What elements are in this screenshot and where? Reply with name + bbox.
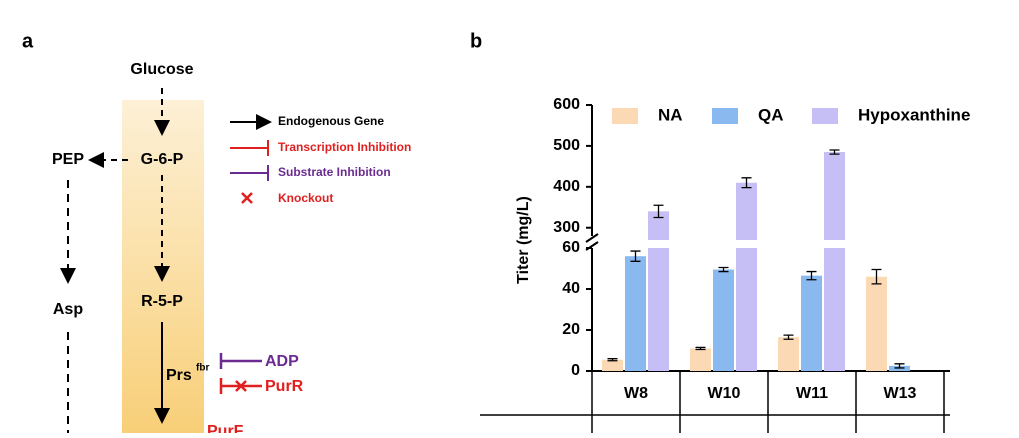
- bar: [648, 248, 669, 371]
- node: G-6-P: [141, 151, 184, 168]
- legend-swatch: [612, 108, 638, 124]
- regulator: PurR: [265, 378, 304, 395]
- bar: [866, 276, 887, 371]
- inhibition-knockout: [219, 378, 262, 394]
- node: R-5-P: [141, 293, 183, 310]
- panel-label: a: [22, 30, 34, 52]
- bar: [736, 248, 757, 371]
- inhibition: [219, 353, 262, 369]
- error-bar: [806, 270, 817, 281]
- node: PEP: [52, 151, 84, 168]
- bar: [824, 152, 845, 240]
- enzyme-superscript: fbr: [196, 363, 209, 374]
- x-tick-label: W11: [796, 385, 828, 402]
- legend-label: Substrate Inhibition: [278, 165, 391, 179]
- y-tick-label: 400: [553, 178, 580, 195]
- node: Asp: [53, 301, 83, 318]
- legend-symbol: [241, 192, 253, 204]
- y-tick-label: 40: [562, 280, 580, 297]
- x-tick-label: W10: [708, 385, 741, 402]
- legend-swatch: [812, 108, 838, 124]
- y-tick-label: 300: [553, 219, 580, 236]
- legend-swatch: [712, 108, 738, 124]
- bar: [778, 337, 799, 371]
- y-tick-label: 600: [553, 96, 580, 113]
- error-bar: [695, 346, 706, 351]
- legend-label: QA: [758, 105, 784, 124]
- node: Glucose: [130, 61, 193, 78]
- bar: [736, 182, 757, 240]
- error-bar: [894, 363, 905, 369]
- y-axis-label: Titer (mg/L): [515, 196, 532, 284]
- error-bar: [741, 177, 752, 189]
- legend-label: NA: [658, 105, 683, 124]
- panel-label: b: [470, 30, 482, 52]
- legend-label: Knockout: [278, 191, 333, 205]
- bar: [824, 248, 845, 371]
- bar: [648, 211, 669, 240]
- legend-label: Transcription Inhibition: [278, 140, 411, 154]
- legend-symbol: [230, 165, 269, 181]
- error-bar: [871, 268, 882, 285]
- error-bar: [607, 358, 618, 362]
- y-tick-label: 500: [553, 137, 580, 154]
- error-bar: [783, 334, 794, 340]
- enzyme: Prs: [166, 367, 192, 384]
- legend-label: Endogenous Gene: [278, 114, 384, 128]
- regulator: PurF: [207, 423, 244, 433]
- y-tick-label: 20: [562, 321, 580, 338]
- y-tick-label: 60: [562, 239, 580, 256]
- error-bar: [829, 149, 840, 155]
- x-tick-label: W8: [624, 385, 648, 402]
- regulator: ADP: [265, 353, 299, 370]
- bar: [713, 269, 734, 371]
- x-tick-label: W13: [884, 385, 917, 402]
- error-bar: [630, 250, 641, 262]
- bar: [625, 256, 646, 371]
- bar: [602, 359, 623, 371]
- error-bar: [653, 204, 664, 219]
- bar: [690, 348, 711, 371]
- legend-label: Hypoxanthine: [858, 105, 970, 124]
- y-tick-label: 0: [571, 362, 580, 379]
- bar: [801, 275, 822, 371]
- legend-symbol: [230, 140, 269, 156]
- error-bar: [718, 266, 729, 273]
